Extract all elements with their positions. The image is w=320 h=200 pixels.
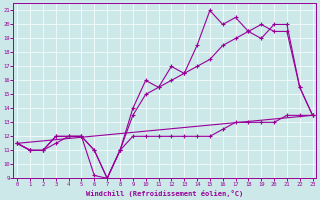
X-axis label: Windchill (Refroidissement éolien,°C): Windchill (Refroidissement éolien,°C) — [86, 190, 244, 197]
